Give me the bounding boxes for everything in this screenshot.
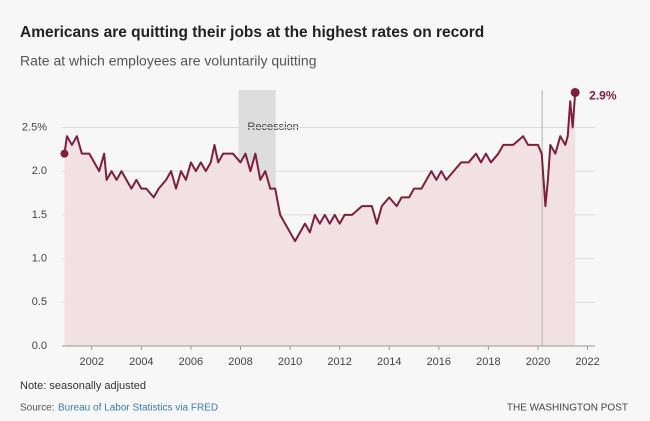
x-tick-label: 2010 <box>278 356 302 368</box>
x-tick-label: 2014 <box>377 356 401 368</box>
x-tick-label: 2006 <box>179 356 203 368</box>
y-tick-label: 0.0 <box>32 340 47 352</box>
note: Note: seasonally adjusted <box>20 380 146 392</box>
y-tick-label: 1.5 <box>32 209 47 221</box>
end-dot <box>570 87 580 97</box>
source-prefix: Source: <box>20 403 54 414</box>
x-tick-label: 2002 <box>80 356 104 368</box>
recession-label: Recession <box>247 121 298 133</box>
x-tick-label: 2020 <box>526 356 550 368</box>
x-tick-label: 2012 <box>327 356 351 368</box>
x-tick-label: 2022 <box>575 356 599 368</box>
line <box>63 92 577 243</box>
x-tick-label: 2016 <box>427 356 451 368</box>
x-tick-label: 2018 <box>476 356 500 368</box>
y-tick-label: 1.0 <box>32 252 47 264</box>
y-tick-label: 2.5% <box>22 121 47 133</box>
credit: THE WASHINGTON POST <box>507 403 628 414</box>
area <box>64 92 576 346</box>
start-dot <box>60 149 69 158</box>
x-tick-label: 2004 <box>129 356 153 368</box>
end-label: 2.9% <box>589 89 617 103</box>
source-link[interactable]: Bureau of Labor Statistics via FRED <box>58 403 218 414</box>
x-tick-label: 2008 <box>228 356 252 368</box>
chart-subtitle: Rate at which employees are voluntarily … <box>20 53 317 69</box>
y-tick-label: 0.5 <box>32 296 47 308</box>
chart-title: Americans are quitting their jobs at the… <box>20 24 484 41</box>
y-tick-label: 2.0 <box>32 165 47 177</box>
